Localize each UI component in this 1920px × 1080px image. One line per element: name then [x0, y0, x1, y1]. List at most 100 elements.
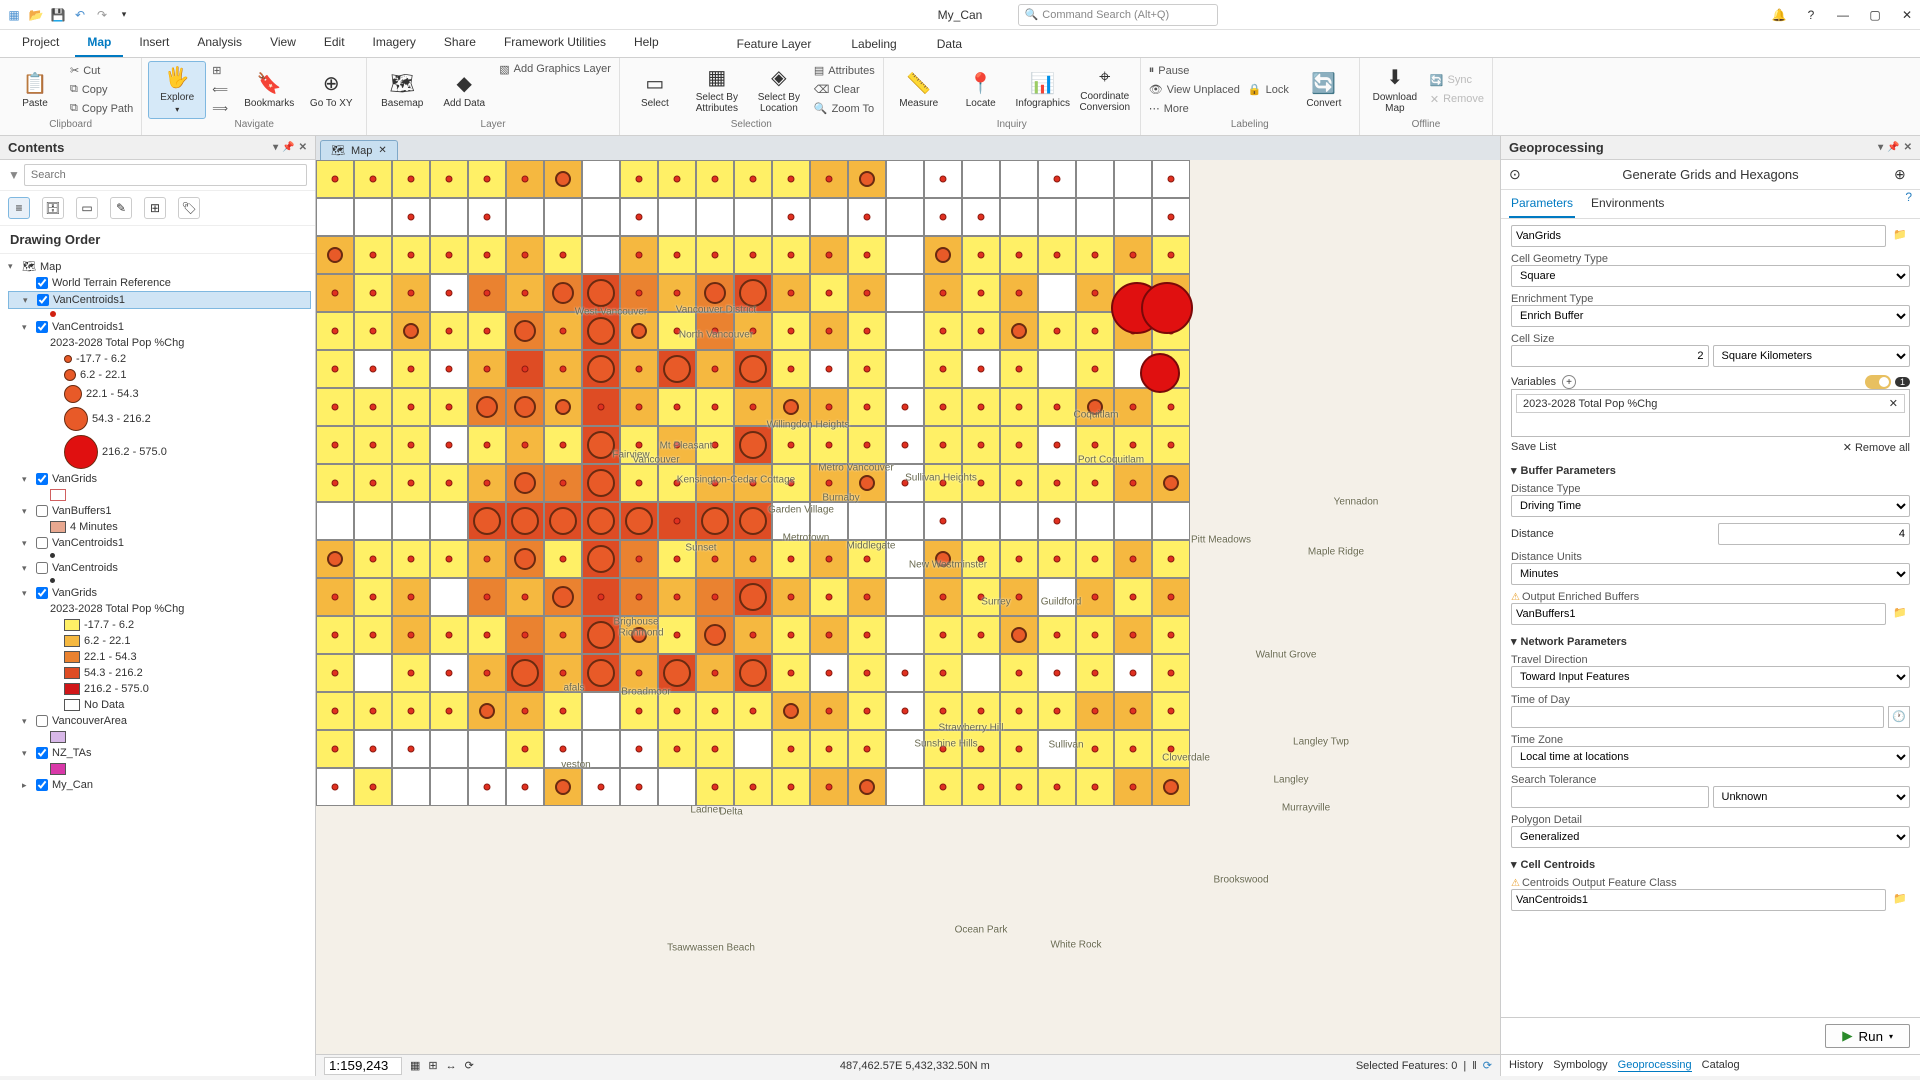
status-tool-icon3[interactable]: ↔: [446, 1060, 457, 1072]
centroids-out-input[interactable]: [1511, 889, 1886, 911]
pause-labeling-button[interactable]: ⏸Pause: [1147, 62, 1242, 80]
out-buffers-input[interactable]: [1511, 603, 1886, 625]
toc-item[interactable]: 54.3 - 216.2: [8, 405, 311, 433]
gp-subtab-parameters[interactable]: Parameters: [1509, 190, 1575, 218]
gp-help-icon[interactable]: ?: [1905, 190, 1912, 204]
bottom-tab-catalog[interactable]: Catalog: [1702, 1059, 1740, 1072]
output-fc-input[interactable]: [1511, 225, 1886, 247]
toc-item[interactable]: World Terrain Reference: [8, 275, 311, 291]
convert-labels-button[interactable]: 🔄Convert: [1295, 61, 1353, 119]
toc-item[interactable]: ▾VanGrids: [8, 471, 311, 487]
tab-edit[interactable]: Edit: [312, 29, 357, 57]
layer-checkbox[interactable]: [36, 715, 48, 727]
toc-item[interactable]: 216.2 - 575.0: [8, 681, 311, 697]
command-search[interactable]: 🔍 Command Search (Alt+Q): [1018, 4, 1218, 26]
chevron-down-icon[interactable]: ▾: [1511, 858, 1517, 871]
save-list-button[interactable]: Save List: [1511, 441, 1556, 454]
toc-item[interactable]: ▾VanCentroids1: [8, 291, 311, 309]
layer-checkbox[interactable]: [36, 779, 48, 791]
context-tab-labeling[interactable]: Labeling: [833, 31, 914, 57]
selected-features-label[interactable]: Selected Features: 0: [1356, 1060, 1458, 1072]
tab-analysis[interactable]: Analysis: [185, 29, 254, 57]
search-tolerance-unit-select[interactable]: Unknown: [1713, 786, 1911, 808]
toc-item[interactable]: ▾VancouverArea: [8, 713, 311, 729]
toc-item[interactable]: 4 Minutes: [8, 519, 311, 535]
select-button[interactable]: ▭Select: [626, 61, 684, 119]
toc-item[interactable]: ▾VanBuffers1: [8, 503, 311, 519]
tab-imagery[interactable]: Imagery: [361, 29, 428, 57]
qat-dropdown-icon[interactable]: ▾: [116, 7, 132, 23]
toc-item[interactable]: -17.7 - 6.2: [8, 617, 311, 633]
distance-input[interactable]: [1718, 523, 1910, 545]
minimize-icon[interactable]: —: [1836, 8, 1850, 22]
locate-button[interactable]: 📍Locate: [952, 61, 1010, 119]
polygon-detail-select[interactable]: Generalized: [1511, 826, 1910, 848]
toc-item[interactable]: 22.1 - 54.3: [8, 383, 311, 405]
infographics-button[interactable]: 📊Infographics: [1014, 61, 1072, 119]
gp-back-icon[interactable]: ⊙: [1509, 166, 1527, 183]
layer-checkbox[interactable]: [37, 294, 49, 306]
distance-units-select[interactable]: Minutes: [1511, 563, 1910, 585]
variable-chip[interactable]: 2023-2028 Total Pop %Chg ✕: [1516, 394, 1905, 413]
toc-item[interactable]: ▾VanCentroids1: [8, 319, 311, 335]
tab-share[interactable]: Share: [432, 29, 488, 57]
add-graphics-layer-button[interactable]: ▧Add Graphics Layer: [497, 60, 613, 78]
download-map-button[interactable]: ⬇Download Map: [1366, 61, 1424, 119]
layer-checkbox[interactable]: [36, 587, 48, 599]
time-zone-select[interactable]: Local time at locations: [1511, 746, 1910, 768]
open-project-icon[interactable]: 📂: [28, 7, 44, 23]
autohide-icon[interactable]: ▾: [273, 142, 278, 153]
maximize-icon[interactable]: ▢: [1868, 8, 1882, 22]
full-extent-button[interactable]: ⊞: [210, 62, 236, 80]
browse-icon[interactable]: 📁: [1890, 603, 1910, 625]
gp-subtab-environments[interactable]: Environments: [1589, 190, 1666, 218]
bottom-tab-geoprocessing[interactable]: Geoprocessing: [1618, 1059, 1692, 1072]
bottom-tab-symbology[interactable]: Symbology: [1553, 1059, 1607, 1072]
layer-checkbox[interactable]: [36, 562, 48, 574]
goto-xy-button[interactable]: ⊕Go To XY: [302, 61, 360, 119]
toc-item[interactable]: ▸My_Can: [8, 777, 311, 793]
redo-icon[interactable]: ↷: [94, 7, 110, 23]
layer-checkbox[interactable]: [36, 747, 48, 759]
bottom-tab-history[interactable]: History: [1509, 1059, 1543, 1072]
view-unplaced-button[interactable]: 👁View Unplaced: [1147, 81, 1242, 99]
coord-conversion-button[interactable]: ⌖Coordinate Conversion: [1076, 61, 1134, 119]
tab-map[interactable]: Map: [75, 29, 123, 57]
zoom-to-button[interactable]: 🔍Zoom To: [812, 100, 877, 118]
toc-item[interactable]: 6.2 - 22.1: [8, 367, 311, 383]
add-data-button[interactable]: ◆Add Data: [435, 61, 493, 119]
status-tool-icon4[interactable]: ⟳: [465, 1059, 474, 1072]
cut-button[interactable]: ✂Cut: [68, 62, 135, 80]
browse-icon[interactable]: 📁: [1890, 889, 1910, 911]
gp-autohide-icon[interactable]: ▾: [1878, 142, 1883, 153]
travel-direction-select[interactable]: Toward Input Features: [1511, 666, 1910, 688]
toc-item[interactable]: ▾VanCentroids: [8, 560, 311, 576]
tab-project[interactable]: Project: [10, 29, 71, 57]
toc-item[interactable]: [8, 487, 311, 503]
toc-item[interactable]: 216.2 - 575.0: [8, 433, 311, 471]
add-variable-icon[interactable]: +: [1562, 375, 1576, 389]
toc-item[interactable]: [8, 729, 311, 745]
gp-close-pane-icon[interactable]: ✕: [1904, 142, 1912, 153]
notifications-icon[interactable]: 🔔: [1772, 8, 1786, 22]
chevron-down-icon[interactable]: ▾: [1511, 464, 1517, 477]
list-by-labeling-icon[interactable]: 🏷: [178, 197, 200, 219]
toc-item[interactable]: [8, 309, 311, 319]
list-by-selection-icon[interactable]: ▭: [76, 197, 98, 219]
enrich-type-select[interactable]: Enrich Buffer: [1511, 305, 1910, 327]
pause-drawing-icon[interactable]: ‖: [1472, 1060, 1477, 1072]
cell-geom-select[interactable]: Square: [1511, 265, 1910, 287]
toc-item[interactable]: -17.7 - 6.2: [8, 351, 311, 367]
close-pane-icon[interactable]: ✕: [299, 142, 307, 153]
status-tool-icon2[interactable]: ⊞: [428, 1059, 437, 1072]
clock-icon[interactable]: 🕐: [1888, 706, 1910, 728]
context-tab-data[interactable]: Data: [919, 31, 980, 57]
select-by-location-button[interactable]: ◈Select By Location: [750, 61, 808, 119]
time-of-day-input[interactable]: [1511, 706, 1884, 728]
cell-size-input[interactable]: [1511, 345, 1709, 367]
variables-toggle[interactable]: [1865, 375, 1891, 389]
lock-labeling-button[interactable]: 🔒Lock: [1246, 81, 1291, 99]
toc-item[interactable]: [8, 576, 311, 585]
remove-all-button[interactable]: ✕ Remove all: [1843, 441, 1910, 454]
list-by-snapping-icon[interactable]: ⊞: [144, 197, 166, 219]
